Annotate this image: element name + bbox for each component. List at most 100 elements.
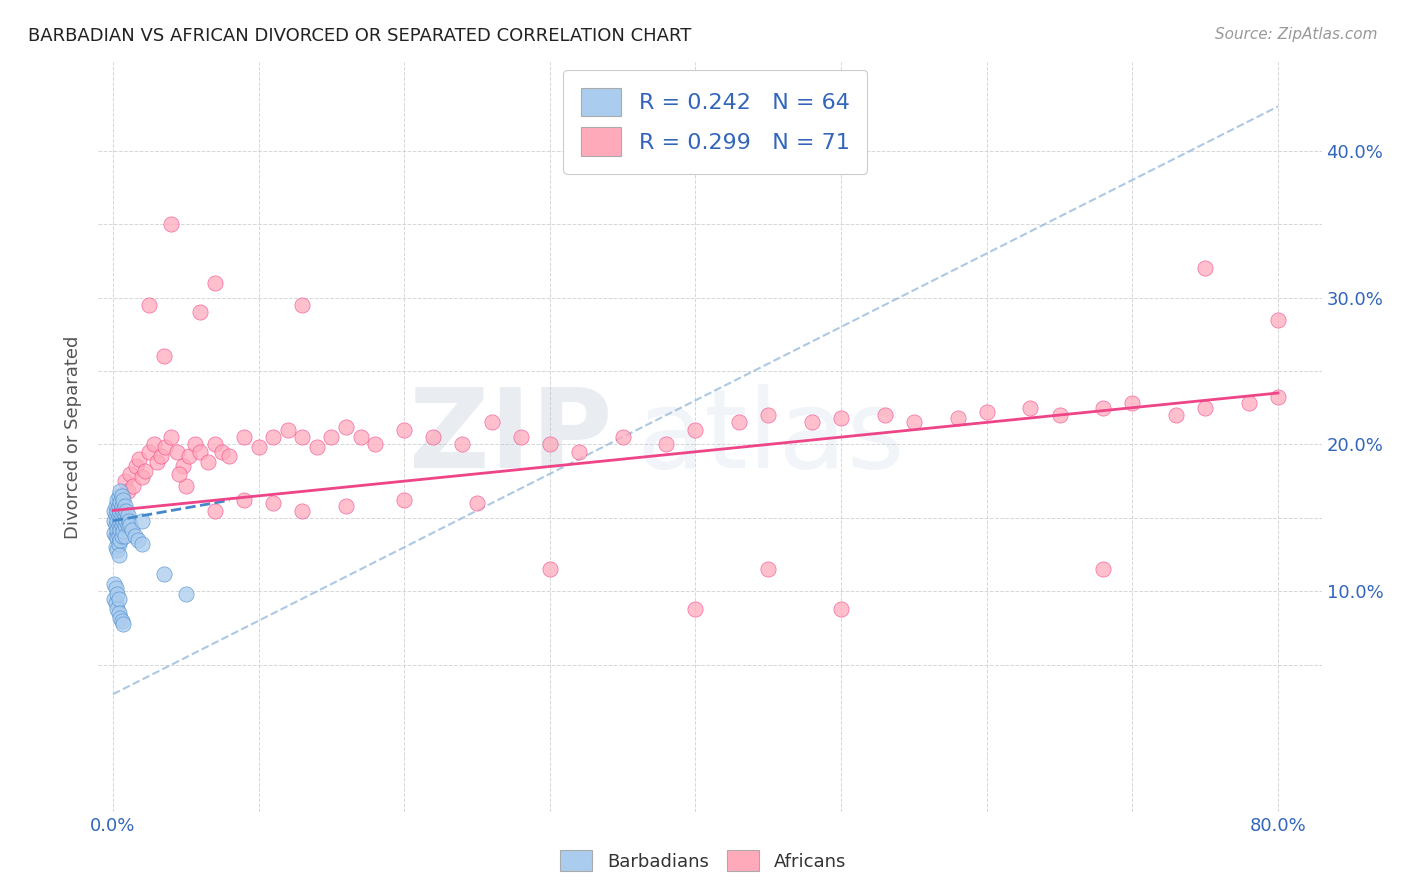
Point <box>188 444 212 458</box>
Point <box>134 464 156 478</box>
Point <box>174 478 197 492</box>
Point <box>204 503 226 517</box>
Point <box>277 423 299 437</box>
Point <box>145 455 167 469</box>
Text: Source: ZipAtlas.com: Source: ZipAtlas.com <box>1215 27 1378 42</box>
Point <box>108 489 131 503</box>
Point <box>612 430 634 444</box>
Point <box>112 616 135 631</box>
Point <box>394 493 416 508</box>
Point <box>114 499 136 513</box>
Point <box>131 469 153 483</box>
Point <box>111 508 134 522</box>
Legend: Barbadians, Africans: Barbadians, Africans <box>553 843 853 879</box>
Point <box>262 430 284 444</box>
Point <box>110 514 132 528</box>
Point <box>233 430 256 444</box>
Point <box>451 437 474 451</box>
Point <box>117 508 139 522</box>
Point <box>903 416 925 430</box>
Point <box>335 499 357 513</box>
Point <box>756 562 779 576</box>
Point <box>174 587 197 601</box>
Point <box>160 430 183 444</box>
Point <box>115 514 138 528</box>
Point <box>1049 408 1071 422</box>
Point <box>111 499 134 513</box>
Point <box>115 503 138 517</box>
Point <box>305 441 328 455</box>
Point <box>125 459 148 474</box>
Point <box>120 467 142 481</box>
Point <box>103 503 125 517</box>
Point <box>110 533 132 547</box>
Point <box>1267 312 1289 326</box>
Point <box>104 518 127 533</box>
Point <box>112 514 135 528</box>
Point <box>104 541 127 555</box>
Point <box>105 602 128 616</box>
Point <box>114 474 136 488</box>
Point <box>110 611 132 625</box>
Point <box>166 444 188 458</box>
Point <box>167 467 190 481</box>
Point <box>538 437 561 451</box>
Point <box>1092 401 1115 415</box>
Point <box>655 437 678 451</box>
Point <box>114 518 136 533</box>
Point <box>103 514 125 528</box>
Point <box>105 514 128 528</box>
Point <box>1267 391 1289 405</box>
Point <box>1121 396 1143 410</box>
Point <box>110 505 132 519</box>
Point <box>291 503 314 517</box>
Point <box>105 503 128 517</box>
Point <box>111 528 134 542</box>
Point <box>103 577 125 591</box>
Point <box>108 528 131 542</box>
Point <box>291 430 314 444</box>
Point <box>105 587 128 601</box>
Point <box>112 524 135 538</box>
Point <box>117 484 139 499</box>
Point <box>103 591 125 606</box>
Point <box>335 419 357 434</box>
Text: BARBADIAN VS AFRICAN DIVORCED OR SEPARATED CORRELATION CHART: BARBADIAN VS AFRICAN DIVORCED OR SEPARAT… <box>28 27 692 45</box>
Point <box>108 537 131 551</box>
Point <box>321 430 343 444</box>
Point <box>120 518 142 533</box>
Point <box>568 444 591 458</box>
Point <box>111 489 134 503</box>
Point <box>138 298 160 312</box>
Point <box>349 430 371 444</box>
Point <box>108 591 131 606</box>
Point <box>105 543 128 558</box>
Point <box>1019 401 1042 415</box>
Point <box>131 537 153 551</box>
Point <box>247 441 270 455</box>
Point <box>153 566 176 581</box>
Point <box>1237 396 1260 410</box>
Point <box>394 423 416 437</box>
Point <box>177 449 200 463</box>
Point <box>121 523 143 537</box>
Point <box>172 459 194 474</box>
Point <box>1092 562 1115 576</box>
Point <box>108 548 131 562</box>
Point <box>204 437 226 451</box>
Point <box>1194 401 1216 415</box>
Point <box>122 478 145 492</box>
Point <box>873 408 896 422</box>
Point <box>105 523 128 537</box>
Y-axis label: Divorced or Separated: Divorced or Separated <box>65 335 83 539</box>
Point <box>685 423 707 437</box>
Text: atlas: atlas <box>637 384 905 491</box>
Point <box>110 484 132 499</box>
Point <box>142 437 165 451</box>
Point <box>509 430 531 444</box>
Point <box>138 444 160 458</box>
Point <box>131 514 153 528</box>
Point <box>104 528 127 542</box>
Point <box>1164 408 1187 422</box>
Point <box>728 416 751 430</box>
